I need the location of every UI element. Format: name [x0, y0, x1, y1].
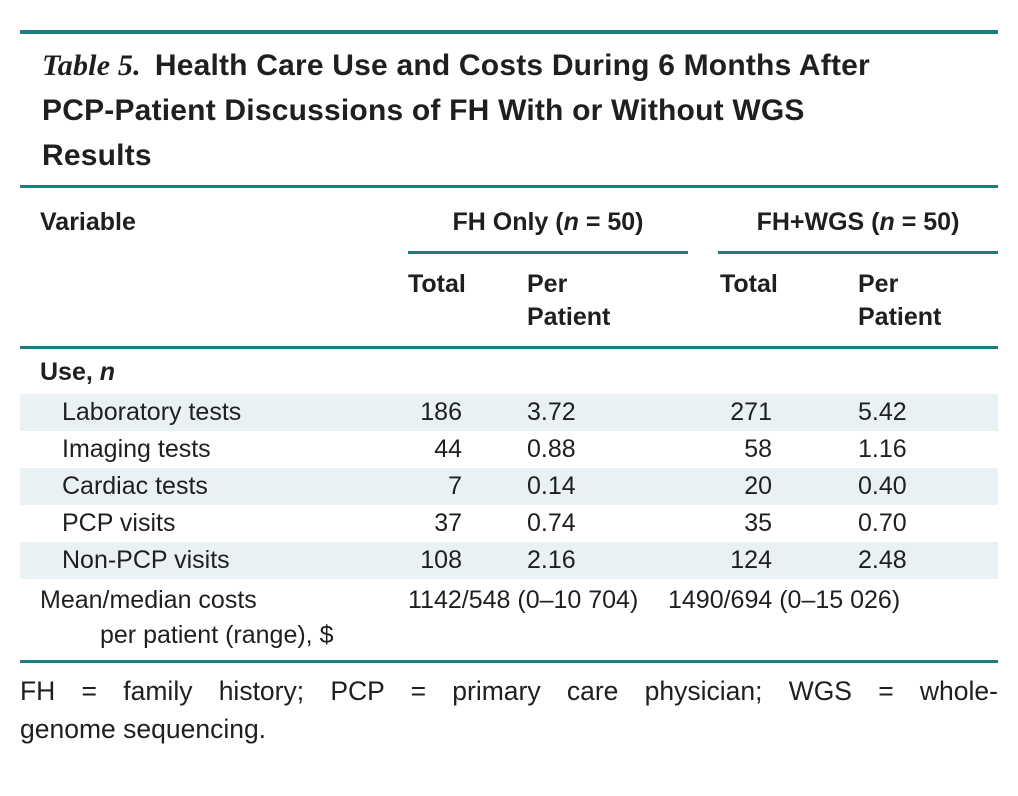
table-title-line3: Results	[42, 139, 152, 172]
costs-row-label: Mean/median costs per patient (range), $	[20, 583, 408, 653]
costs-row: Mean/median costs per patient (range), $…	[20, 579, 998, 653]
subheader-wgs-total: Total	[720, 270, 778, 298]
italic-n: n	[99, 358, 116, 386]
cell-fh-per-patient: 0.88	[527, 435, 576, 463]
cell-fh-total: 108	[420, 546, 462, 574]
section-header-text: Use,	[40, 358, 100, 386]
table-title: Table 5. Health Care Use and Costs During…	[20, 34, 998, 185]
table-title-line2: PCP-Patient Discussions of FH With or Wi…	[42, 94, 805, 127]
group-gutter	[688, 188, 718, 254]
table-title-line1: Table 5. Health Care Use and Costs During…	[42, 43, 998, 88]
footer-rule	[20, 660, 998, 663]
table-row: Non-PCP visits 108 2.16 124 2.48	[20, 542, 998, 579]
italic-n: n	[879, 208, 895, 236]
costs-fh-wgs-value: 1490/694 (0–15 026)	[668, 586, 901, 614]
row-label: Non-PCP visits	[62, 546, 230, 574]
column-header-variable: Variable	[40, 208, 136, 236]
table-row: Imaging tests 44 0.88 58 1.16	[20, 431, 998, 468]
header-rule	[20, 185, 998, 188]
table-row: Laboratory tests 186 3.72 271 5.42	[20, 394, 998, 431]
top-rule	[20, 30, 998, 34]
cell-wgs-per-patient: 5.42	[858, 398, 907, 426]
sub-header-row: Total Per Patient Total Per Patient	[20, 254, 998, 334]
row-label: Cardiac tests	[62, 472, 208, 500]
costs-label-line1: Mean/median costs	[40, 586, 257, 614]
cell-fh-per-patient: 0.74	[527, 509, 576, 537]
costs-fh-only-value: 1142/548 (0–10 704)	[408, 586, 639, 614]
table-number-label: Table 5.	[42, 49, 141, 82]
subheader-fh-total: Total	[408, 270, 466, 298]
cell-fh-per-patient: 3.72	[527, 398, 576, 426]
cell-wgs-total: 20	[744, 472, 772, 500]
sub-header-spacer	[20, 268, 408, 334]
subheader-wgs-per-patient: Per Patient	[858, 270, 942, 331]
cell-fh-total: 186	[420, 398, 462, 426]
table-row: Cardiac tests 7 0.14 20 0.40	[20, 468, 998, 505]
cell-fh-total: 44	[434, 435, 462, 463]
footnote-line2: genome sequencing.	[20, 714, 267, 744]
group-label-text: FH Only (	[452, 208, 564, 236]
body-rule	[20, 346, 998, 349]
cell-fh-per-patient: 2.16	[527, 546, 576, 574]
section-header-use: Use, n	[20, 349, 998, 394]
cell-wgs-total: 35	[744, 509, 772, 537]
table-title-text: Health Care Use and Costs During 6 Month…	[154, 49, 870, 82]
cell-wgs-per-patient: 1.16	[858, 435, 907, 463]
cell-wgs-total: 124	[730, 546, 772, 574]
table-row: PCP visits 37 0.74 35 0.70	[20, 505, 998, 542]
cell-wgs-total: 271	[730, 398, 772, 426]
column-group-header-row: Variable FH Only (n = 50) FH+WGS (n = 50…	[20, 188, 998, 254]
cell-fh-per-patient: 0.14	[527, 472, 576, 500]
italic-n: n	[563, 208, 579, 236]
group-label-text: = 50)	[578, 208, 644, 236]
column-group-fh-only: FH Only (n = 50)	[408, 188, 688, 254]
cell-wgs-per-patient: 0.40	[858, 472, 907, 500]
cell-wgs-per-patient: 2.48	[858, 546, 907, 574]
row-label: Laboratory tests	[62, 398, 242, 426]
group-label-text: = 50)	[894, 208, 960, 236]
table-footnote: FH = family history; PCP = primary care …	[20, 663, 998, 748]
row-label: PCP visits	[62, 509, 176, 537]
cell-fh-total: 7	[448, 472, 462, 500]
costs-label-line2: per patient (range), $	[100, 621, 334, 649]
column-group-fh-wgs: FH+WGS (n = 50)	[718, 188, 998, 254]
subheader-fh-per-patient: Per Patient	[527, 270, 611, 331]
cell-wgs-per-patient: 0.70	[858, 509, 907, 537]
row-label: Imaging tests	[62, 435, 211, 463]
cell-wgs-total: 58	[744, 435, 772, 463]
footnote-line1: FH = family history; PCP = primary care …	[20, 676, 998, 706]
cell-fh-total: 37	[434, 509, 462, 537]
group-label-text: FH+WGS (	[756, 208, 880, 236]
